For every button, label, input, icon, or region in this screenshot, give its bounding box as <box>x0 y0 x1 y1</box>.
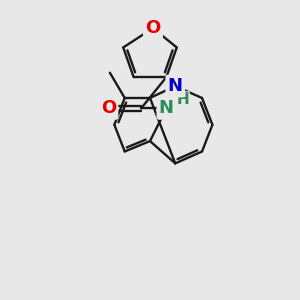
Text: N: N <box>159 99 174 117</box>
Text: N: N <box>168 77 183 95</box>
Text: O: O <box>101 99 116 117</box>
Text: H: H <box>176 92 189 107</box>
Text: O: O <box>145 19 160 37</box>
